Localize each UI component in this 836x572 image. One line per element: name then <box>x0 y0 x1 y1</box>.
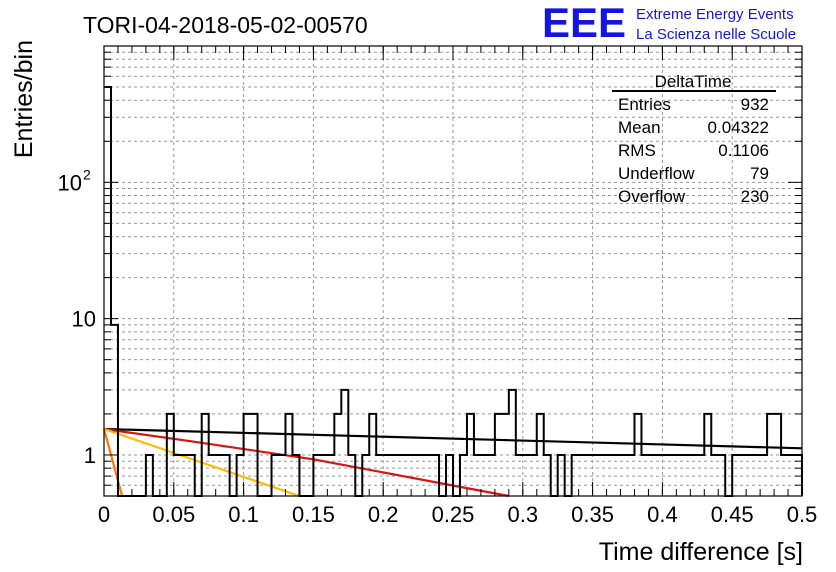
y-tick-label-exponent: 2 <box>83 166 91 182</box>
stats-rows: Entries 932 Mean 0.04322 RMS 0.1106 Underflow 7… <box>618 95 769 206</box>
stats-title: DeltaTime <box>655 72 732 91</box>
x-tick-label: 0.45 <box>711 502 754 527</box>
logo-mark: EEE <box>542 0 626 46</box>
stats-row-label: Entries <box>618 95 671 114</box>
fit-curve <box>102 428 124 497</box>
y-tick-label: 1 <box>84 443 96 468</box>
x-tick-label: 0.4 <box>647 502 678 527</box>
stats-row-value: 79 <box>750 164 769 183</box>
stats-box: DeltaTime Entries 932 Mean 0.04322 RMS 0.1106… <box>612 72 776 206</box>
axis-ticks <box>103 45 803 497</box>
x-tick-label: 0.05 <box>152 502 195 527</box>
stats-row-label: Underflow <box>618 164 695 183</box>
x-axis-label: Time difference [s] <box>599 538 803 566</box>
x-tick-label: 0.1 <box>228 502 259 527</box>
stats-row-value: 0.04322 <box>708 118 769 137</box>
x-tick-label: 0.35 <box>571 502 614 527</box>
logo-line-2: La Scienza nelle Scuole <box>636 26 796 43</box>
y-tick-label: 10 <box>58 170 82 195</box>
x-tick-labels: 0 0.05 0.1 0.15 0.2 0.25 0.3 0.35 0.4 0.45 0.5 <box>98 502 817 527</box>
eee-logo: EEE Extreme Energy Events La Scienza nel… <box>542 0 796 46</box>
x-tick-label: 0.25 <box>432 502 475 527</box>
stats-row-value: 0.1106 <box>718 141 769 160</box>
y-tick-label: 10 <box>72 307 96 332</box>
y-axis-label: Entries/bin <box>10 40 38 158</box>
x-tick-label: 0.3 <box>508 502 539 527</box>
x-tick-label: 0.2 <box>368 502 399 527</box>
fit-curve <box>103 427 803 450</box>
x-tick-label: 0.5 <box>787 502 818 527</box>
stats-row-label: Overflow <box>618 187 686 206</box>
stats-row-label: RMS <box>618 141 656 160</box>
x-tick-label: 0 <box>98 502 110 527</box>
x-tick-label: 0.15 <box>292 502 335 527</box>
stats-row-value: 932 <box>741 95 769 114</box>
fit-curve <box>103 427 510 498</box>
chart-title: TORI-04-2018-05-02-00570 <box>83 12 368 38</box>
stats-row-value: 230 <box>741 187 769 206</box>
stats-row-label: Mean <box>618 118 661 137</box>
logo-line-1: Extreme Energy Events <box>636 6 794 23</box>
